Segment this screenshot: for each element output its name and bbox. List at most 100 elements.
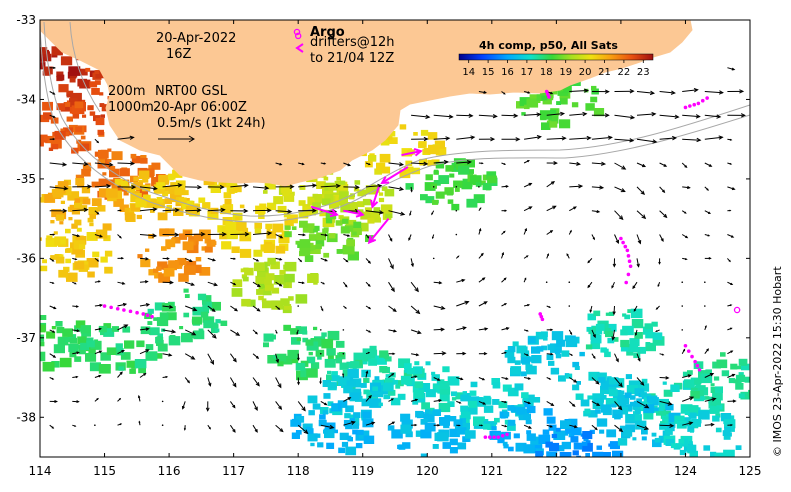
sst-pixel <box>413 389 425 399</box>
sst-pixel <box>115 343 123 350</box>
sst-patch <box>585 308 665 359</box>
sst-pixel <box>629 395 636 400</box>
current-arrow <box>546 181 556 188</box>
sst-pixel <box>380 138 390 146</box>
current-arrow <box>207 329 217 339</box>
current-arrow <box>252 305 261 312</box>
current-arrow <box>320 233 329 237</box>
sst-pixel <box>82 114 87 118</box>
sst-pixel <box>522 398 527 403</box>
current-arrow <box>252 401 258 412</box>
drifter-position <box>115 306 120 311</box>
current-arrow <box>320 281 326 285</box>
current-arrow <box>614 401 623 411</box>
sst-pixel <box>599 429 605 434</box>
current-arrow <box>654 329 660 332</box>
current-arrow <box>388 210 406 216</box>
sst-pixel <box>140 155 147 160</box>
sst-pixel <box>435 191 445 199</box>
sst-pixel <box>437 432 449 442</box>
current-arrow <box>162 329 177 334</box>
sst-pixel <box>654 437 661 443</box>
sst-pixel <box>382 382 394 392</box>
current-arrow <box>478 277 486 283</box>
current-arrow <box>117 135 135 140</box>
sst-pixel <box>256 289 264 295</box>
colorbar-tick-label: 17 <box>521 67 534 78</box>
sst-pixel <box>627 309 632 313</box>
current-arrow <box>433 114 454 119</box>
sst-pixel <box>689 429 694 433</box>
drifter-position <box>688 104 692 108</box>
sst-pixel <box>483 423 491 430</box>
sst-pixel <box>491 378 500 385</box>
current-arrow <box>523 424 532 429</box>
sst-pixel <box>585 453 590 457</box>
sst-pixel <box>680 404 693 414</box>
current-arrow <box>433 159 449 165</box>
sst-pixel <box>435 161 445 169</box>
current-arrow <box>659 423 675 428</box>
sst-pixel <box>335 358 342 364</box>
sst-pixel <box>159 312 169 320</box>
sst-pixel <box>81 168 91 177</box>
sst-pixel <box>619 425 626 431</box>
sst-pixel <box>549 121 558 128</box>
sst-pixel <box>313 225 320 231</box>
sst-pixel <box>418 383 431 393</box>
argo-float-marker <box>733 306 741 314</box>
sst-pixel <box>69 337 77 344</box>
drifter-position <box>624 280 629 285</box>
sst-pixel <box>427 159 435 166</box>
sst-pixel <box>284 261 297 272</box>
current-arrow <box>320 424 335 430</box>
current-arrow <box>524 112 542 117</box>
sst-pixel <box>154 272 162 279</box>
current-arrow <box>365 234 370 239</box>
current-arrow <box>546 230 554 235</box>
sst-pixel <box>302 330 308 335</box>
sst-pixel <box>590 341 601 350</box>
sst-pixel <box>91 88 100 95</box>
sst-pixel <box>339 191 349 199</box>
sst-pixel <box>86 162 91 166</box>
drifter-position <box>693 359 697 364</box>
current-arrow <box>456 400 462 404</box>
current-arrow <box>704 210 712 214</box>
current-arrow <box>411 353 420 357</box>
sst-pixel <box>295 362 306 371</box>
sst-pixel <box>339 432 349 440</box>
sst-pixel <box>531 346 541 354</box>
sst-pixel <box>728 378 736 384</box>
current-arrow <box>614 186 626 193</box>
sst-pixel <box>207 211 219 220</box>
sst-pixel <box>346 435 352 440</box>
sst-pixel <box>425 174 433 181</box>
lon-tick-label: 120 <box>416 464 439 478</box>
current-arrow <box>431 234 435 240</box>
sst-pixel <box>526 430 532 435</box>
current-arrow <box>410 329 422 335</box>
sst-pixel <box>538 434 551 444</box>
sst-pixel <box>107 148 112 152</box>
sst-pixel <box>425 389 436 398</box>
current-arrow <box>252 231 273 236</box>
sst-pixel <box>210 327 218 334</box>
sst-pixel <box>572 450 579 456</box>
sst-pixel <box>67 334 77 341</box>
bathymetry-contours <box>40 21 750 223</box>
current-arrow <box>388 398 394 402</box>
current-arrow <box>162 207 180 213</box>
current-arrow <box>523 160 530 164</box>
sst-pixel <box>345 423 353 430</box>
sst-pixel <box>379 366 388 373</box>
sst-pixel <box>253 249 263 257</box>
sst-pixel <box>264 180 276 190</box>
sst-pixel <box>360 383 367 388</box>
sst-pixel <box>201 246 207 251</box>
current-arrow <box>569 377 578 383</box>
current-arrow <box>431 210 435 216</box>
sst-pixel <box>660 401 670 409</box>
sst-pixel <box>519 97 531 107</box>
sst-pixel <box>158 273 171 283</box>
